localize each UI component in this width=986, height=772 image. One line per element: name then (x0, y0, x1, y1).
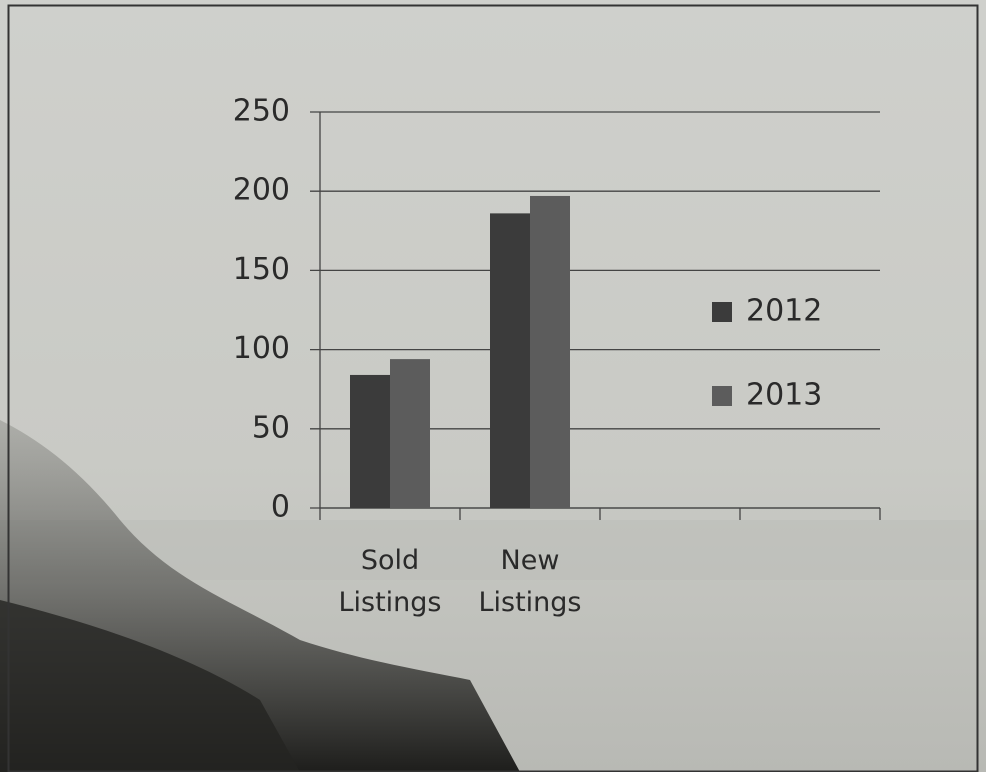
legend-label: 2013 (746, 378, 822, 413)
y-tick-label: 0 (271, 490, 290, 525)
bar (350, 374, 390, 508)
x-tick-label: New Listings (478, 545, 582, 618)
y-tick-label: 100 (233, 331, 290, 366)
bar (390, 359, 430, 508)
y-tick-label: 200 (233, 173, 290, 208)
bar (530, 195, 570, 508)
legend-label: 2012 (746, 294, 822, 329)
bar (490, 213, 530, 508)
grass-dark (0, 600, 300, 772)
y-tick-label: 50 (252, 410, 290, 445)
legend-swatch (712, 302, 732, 322)
legend-swatch (712, 386, 732, 406)
y-tick-label: 250 (233, 94, 290, 129)
x-tick-label: Sold Listings (338, 545, 442, 618)
y-tick-label: 150 (233, 252, 290, 287)
